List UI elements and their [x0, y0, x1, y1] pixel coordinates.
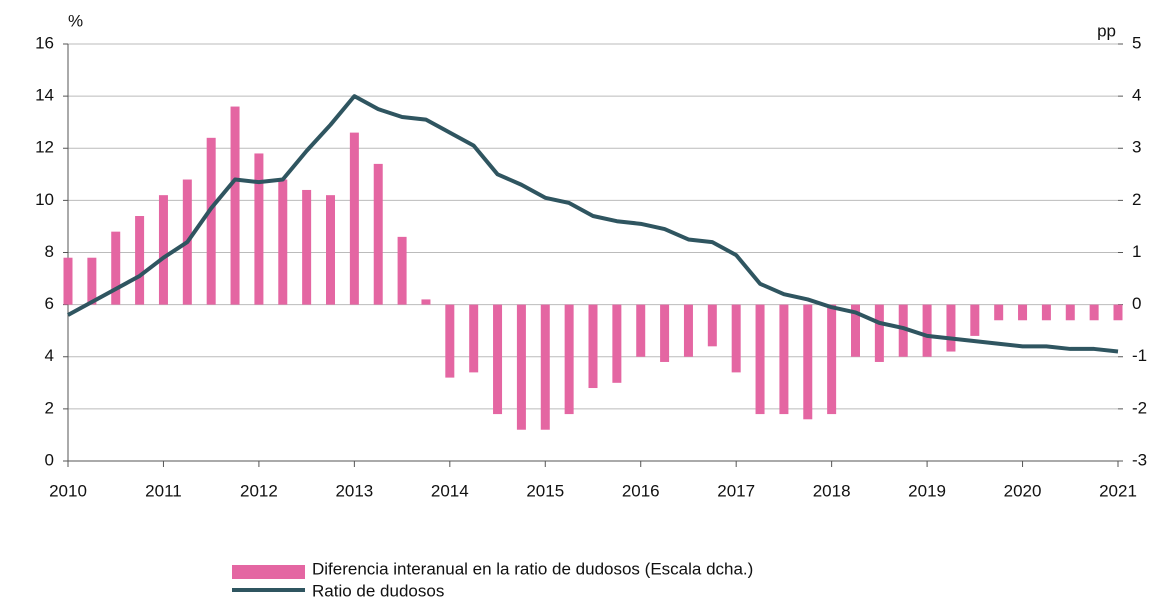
- x-tick-label: 2014: [431, 481, 469, 500]
- bar: [63, 257, 73, 305]
- bar: [278, 179, 288, 305]
- bar: [445, 304, 455, 378]
- x-tick-label: 2011: [145, 481, 182, 500]
- bar: [898, 304, 908, 357]
- bar: [588, 304, 598, 389]
- bar: [827, 304, 837, 415]
- bar: [421, 299, 431, 305]
- bar: [87, 257, 97, 305]
- bar: [516, 304, 526, 430]
- legend-label: Diferencia interanual en la ratio de dud…: [312, 559, 753, 578]
- bar: [1065, 304, 1075, 321]
- bar: [397, 236, 407, 305]
- x-tick-label: 2013: [335, 481, 373, 500]
- legend-label: Ratio de dudosos: [312, 581, 444, 600]
- bar: [1018, 304, 1028, 321]
- y-tick-label: 4: [45, 346, 54, 365]
- bar: [230, 106, 240, 305]
- y-tick-label: 8: [45, 242, 54, 261]
- bar: [731, 304, 741, 373]
- bar: [922, 304, 932, 357]
- bar: [874, 304, 884, 362]
- bar: [970, 304, 980, 336]
- bar: [111, 231, 121, 305]
- bar: [946, 304, 956, 352]
- y2-tick-label: 0: [1132, 294, 1141, 313]
- bar: [994, 304, 1004, 321]
- bar: [469, 304, 479, 373]
- y-axis-title: %: [68, 11, 83, 30]
- bar: [326, 195, 335, 305]
- y-tick-label: 16: [35, 33, 54, 52]
- y-tick-label: 6: [45, 294, 54, 313]
- bar: [612, 304, 622, 383]
- x-tick-label: 2012: [240, 481, 278, 500]
- bar: [135, 216, 145, 305]
- y2-axis-title: pp: [1097, 21, 1116, 40]
- bar: [302, 189, 312, 305]
- x-tick-label: 2017: [717, 481, 755, 500]
- bar: [564, 304, 574, 415]
- bar: [540, 304, 550, 430]
- bar: [206, 137, 216, 305]
- x-tick-label: 2010: [49, 481, 87, 500]
- y-tick-label: 14: [35, 86, 54, 105]
- y-tick-label: 2: [45, 398, 54, 417]
- bar: [803, 304, 813, 420]
- bar: [851, 304, 860, 357]
- x-tick-label: 2021: [1099, 481, 1137, 500]
- bar: [1041, 304, 1051, 321]
- x-tick-label: 2019: [908, 481, 946, 500]
- y2-tick-label: 2: [1132, 190, 1141, 209]
- bar: [373, 163, 383, 305]
- y2-tick-label: 4: [1132, 86, 1141, 105]
- bar: [158, 195, 168, 305]
- bar: [660, 304, 670, 362]
- x-tick-label: 2020: [1004, 481, 1042, 500]
- y2-tick-label: 3: [1132, 138, 1141, 157]
- bar: [254, 153, 264, 305]
- bar: [1113, 304, 1123, 321]
- bar: [1089, 304, 1099, 321]
- x-tick-label: 2015: [526, 481, 564, 500]
- bar: [636, 304, 646, 357]
- y2-tick-label: 5: [1132, 33, 1141, 52]
- y2-tick-label: 1: [1132, 242, 1141, 261]
- bar: [755, 304, 765, 415]
- x-tick-label: 2016: [622, 481, 660, 500]
- y2-tick-label: -3: [1132, 450, 1147, 469]
- legend-swatch: [232, 565, 305, 579]
- y2-tick-label: -2: [1132, 398, 1147, 417]
- bar: [707, 304, 717, 347]
- bar: [683, 304, 693, 357]
- line: [67, 94, 1119, 354]
- y-tick-label: 0: [45, 450, 54, 469]
- y2-tick-label: -1: [1132, 346, 1147, 365]
- y-tick-label: 10: [35, 190, 54, 209]
- bar: [349, 132, 359, 305]
- y-tick-label: 12: [35, 138, 54, 157]
- bar: [493, 304, 503, 415]
- x-tick-label: 2018: [813, 481, 851, 500]
- bar: [779, 304, 789, 415]
